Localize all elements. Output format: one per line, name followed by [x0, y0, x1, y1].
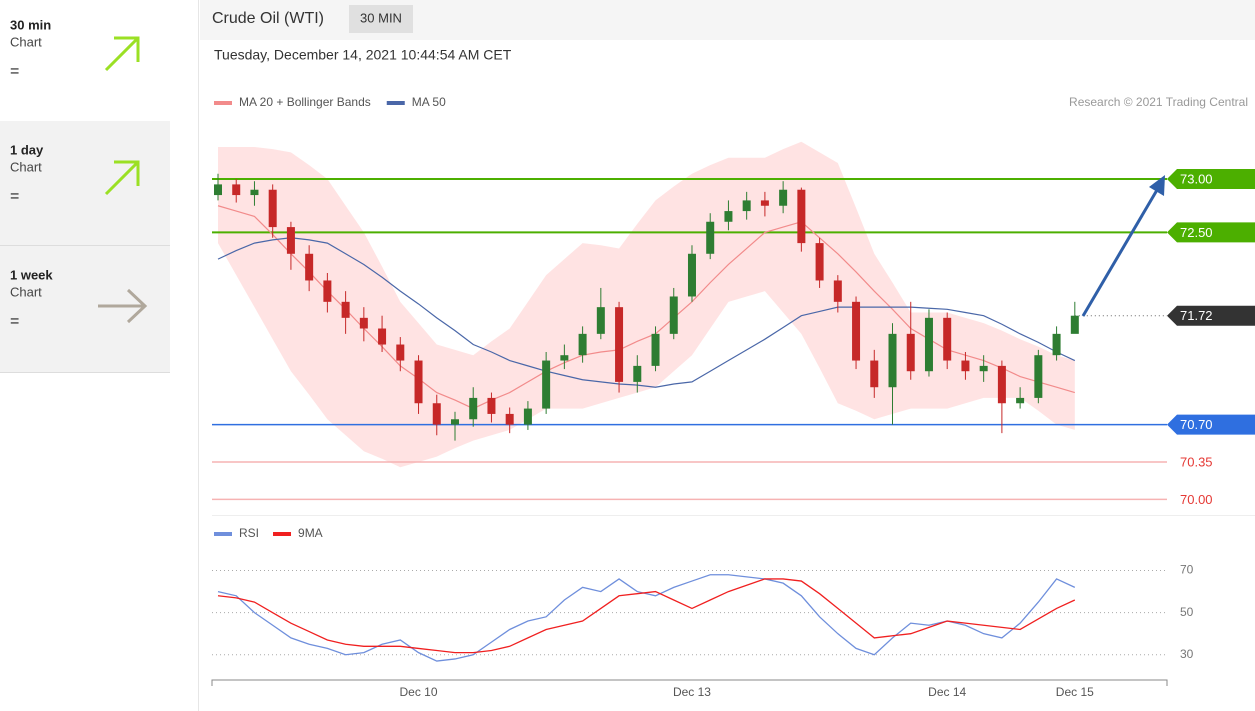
- candle-body: [760, 200, 769, 206]
- candle-body: [724, 211, 733, 222]
- chart-link: Chart: [10, 34, 42, 49]
- legend-swatch: [214, 101, 232, 105]
- candle-body: [633, 365, 642, 382]
- candle-body: [906, 333, 915, 372]
- level-box: [1167, 414, 1255, 435]
- candle-body: [341, 301, 350, 318]
- candle-body: [232, 184, 241, 196]
- level-label: 73.00: [1180, 171, 1213, 186]
- candle-body: [615, 307, 624, 382]
- candle-body: [924, 317, 933, 372]
- candle-body: [596, 307, 605, 334]
- candle-body: [268, 189, 277, 228]
- bollinger-band: [218, 141, 1075, 468]
- sign: =: [10, 313, 19, 330]
- candle-body: [943, 317, 952, 361]
- candle-body: [560, 355, 569, 361]
- candle-body: [870, 360, 879, 388]
- y-tick-label: 50: [1180, 605, 1194, 619]
- candle-body: [578, 333, 587, 356]
- candle-body: [414, 360, 423, 404]
- candle-body: [505, 413, 514, 425]
- y-tick-label: 70: [1180, 563, 1194, 577]
- chart-link: Chart: [10, 159, 42, 174]
- x-tick-label: Dec 13: [673, 685, 711, 699]
- candle-body: [523, 408, 532, 425]
- trend-icon: [98, 288, 148, 324]
- legend-swatch: [386, 101, 405, 105]
- candle-body: [888, 333, 897, 388]
- sidebar-item[interactable]: [0, 246, 170, 372]
- candle-body: [323, 280, 332, 302]
- candle-body: [359, 317, 368, 329]
- candle-body: [979, 365, 988, 372]
- candle-body: [669, 296, 678, 334]
- legend-label: MA 50: [412, 95, 446, 109]
- candle-body: [542, 360, 551, 409]
- candle-body: [797, 189, 806, 244]
- level-box: [1167, 222, 1255, 243]
- candle-body: [1052, 333, 1061, 356]
- level-label: 72.50: [1180, 225, 1213, 240]
- candle-body: [833, 280, 842, 302]
- level-label: 70.70: [1180, 417, 1213, 432]
- chart-link: Chart: [10, 284, 42, 299]
- level-box: [1167, 305, 1255, 326]
- candle-body: [396, 344, 405, 361]
- timeframe-badge[interactable]: [349, 5, 413, 33]
- candle-body: [1034, 355, 1043, 398]
- ma-line: [217, 237, 1076, 388]
- candle-body: [706, 221, 715, 254]
- x-axis: [211, 679, 1168, 686]
- legend-label: MA 20 + Bollinger Bands: [239, 95, 371, 109]
- level-label: 70.35: [1180, 454, 1213, 469]
- candle-body: [961, 360, 970, 372]
- y-tick-label: 30: [1180, 647, 1194, 661]
- date: Tuesday, December 14, 2021 10:44:54 AM C…: [214, 47, 512, 63]
- level-label: 70.00: [1180, 492, 1213, 507]
- legend-label: 9MA: [298, 526, 323, 540]
- candle-body: [469, 397, 478, 420]
- level-label: 71.72: [1180, 308, 1213, 323]
- sign: =: [10, 188, 19, 205]
- candle-body: [305, 253, 314, 281]
- period: 1 day: [10, 142, 44, 157]
- sidebar-item[interactable]: [0, 0, 170, 120]
- candle-body: [997, 365, 1006, 404]
- source: Research © 2021 Trading Central: [1069, 95, 1248, 109]
- period: 30 min: [10, 17, 51, 32]
- candle-body: [487, 397, 496, 414]
- rsi-line: [217, 574, 1076, 662]
- candle-body: [250, 189, 259, 196]
- candle-body: [286, 227, 295, 254]
- candle-body: [1016, 397, 1025, 404]
- candle-body: [432, 403, 441, 425]
- x-tick-label: Dec 15: [1056, 685, 1094, 699]
- rsi-line: [217, 578, 1076, 654]
- sidebar-item[interactable]: [0, 121, 170, 245]
- x-tick-label: Dec 14: [928, 685, 966, 699]
- candle-body: [852, 301, 861, 361]
- candle-body: [651, 333, 660, 366]
- legend-swatch: [273, 532, 292, 536]
- candle-body: [687, 253, 696, 297]
- x-tick-label: Dec 10: [400, 685, 438, 699]
- candle-body: [450, 419, 459, 425]
- trend-icon: [104, 36, 140, 196]
- level-box: [1167, 169, 1255, 190]
- legend-swatch: [214, 532, 232, 536]
- instrument-title: Crude Oil (WTI): [212, 10, 324, 27]
- candle-body: [779, 189, 788, 206]
- candle-body: [378, 328, 387, 345]
- sign: =: [10, 63, 19, 80]
- legend-label: RSI: [239, 526, 259, 540]
- candle-body: [815, 243, 824, 281]
- candle-body: [214, 184, 222, 196]
- target-arrow: [1081, 175, 1165, 317]
- candle-body: [1070, 315, 1079, 334]
- period: 1 week: [10, 267, 53, 282]
- timeframe-label: 30 MIN: [360, 10, 402, 25]
- candle-body: [742, 200, 751, 212]
